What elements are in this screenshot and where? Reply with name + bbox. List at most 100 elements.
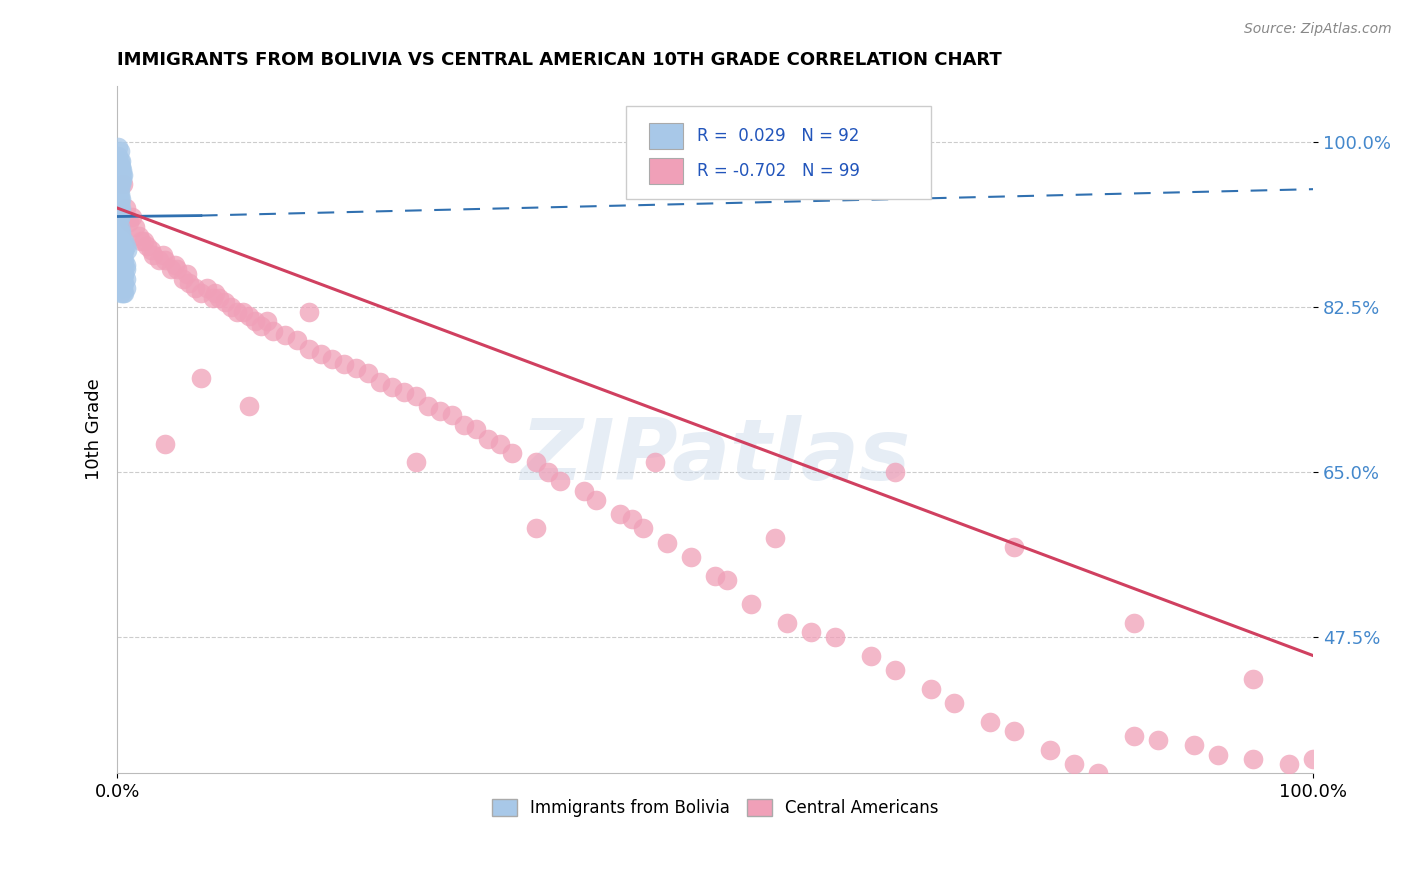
Point bbox=[285, 333, 308, 347]
Point bbox=[297, 304, 319, 318]
Point bbox=[118, 215, 141, 229]
Point bbox=[112, 277, 135, 291]
Point bbox=[107, 149, 129, 163]
Point bbox=[112, 277, 135, 291]
Text: R = -0.702   N = 99: R = -0.702 N = 99 bbox=[697, 161, 860, 180]
Point bbox=[112, 281, 135, 295]
Point bbox=[114, 238, 136, 252]
Point bbox=[524, 521, 547, 535]
Point bbox=[112, 178, 135, 192]
Point bbox=[232, 304, 254, 318]
Text: Source: ZipAtlas.com: Source: ZipAtlas.com bbox=[1244, 22, 1392, 37]
Point bbox=[763, 531, 786, 545]
Point bbox=[108, 153, 131, 168]
Point bbox=[112, 258, 135, 272]
Point bbox=[1002, 541, 1025, 555]
Point bbox=[108, 234, 131, 248]
Point bbox=[112, 258, 135, 272]
Point bbox=[112, 238, 135, 252]
Point bbox=[108, 225, 131, 239]
Point bbox=[111, 173, 134, 187]
Point bbox=[107, 234, 129, 248]
Point bbox=[110, 277, 132, 291]
Point bbox=[110, 163, 132, 178]
Point bbox=[166, 262, 188, 277]
Point bbox=[111, 234, 134, 248]
Point bbox=[441, 409, 464, 423]
Point bbox=[110, 252, 132, 267]
Point bbox=[112, 271, 135, 285]
Point bbox=[110, 262, 132, 277]
Point bbox=[121, 211, 143, 225]
Point bbox=[1087, 766, 1109, 780]
Point bbox=[132, 234, 155, 248]
Point bbox=[184, 281, 207, 295]
Point bbox=[112, 244, 135, 258]
Point bbox=[110, 229, 132, 244]
Point bbox=[112, 252, 135, 267]
Point bbox=[148, 252, 170, 267]
FancyBboxPatch shape bbox=[626, 106, 931, 199]
Point bbox=[112, 168, 135, 182]
Point bbox=[657, 535, 679, 549]
Point bbox=[112, 234, 135, 248]
Point bbox=[1243, 752, 1265, 766]
Point bbox=[111, 267, 134, 281]
Point bbox=[108, 192, 131, 206]
Point bbox=[114, 281, 136, 295]
Point bbox=[633, 521, 655, 535]
Point bbox=[1063, 757, 1085, 772]
Point bbox=[620, 512, 643, 526]
Point bbox=[262, 324, 284, 338]
Point bbox=[572, 483, 595, 498]
Point bbox=[112, 238, 135, 252]
Point bbox=[418, 399, 440, 413]
Point bbox=[716, 574, 738, 588]
Point bbox=[1039, 743, 1062, 757]
Point bbox=[108, 229, 131, 244]
Point bbox=[883, 465, 905, 479]
Point bbox=[644, 455, 666, 469]
Text: ZIPatlas: ZIPatlas bbox=[520, 416, 910, 499]
Point bbox=[344, 361, 367, 376]
Point bbox=[111, 168, 134, 182]
Point bbox=[107, 211, 129, 225]
Point bbox=[111, 281, 134, 295]
Point bbox=[190, 285, 212, 300]
Point bbox=[107, 219, 129, 234]
Point bbox=[112, 267, 135, 281]
Point bbox=[256, 314, 278, 328]
Point bbox=[107, 140, 129, 154]
Point bbox=[112, 248, 135, 262]
Point bbox=[110, 205, 132, 219]
Point bbox=[108, 145, 131, 159]
Point bbox=[108, 159, 131, 173]
Point bbox=[1243, 672, 1265, 686]
Point bbox=[405, 455, 427, 469]
Point bbox=[208, 291, 231, 305]
Y-axis label: 10th Grade: 10th Grade bbox=[86, 378, 103, 481]
Point bbox=[108, 168, 131, 182]
Point bbox=[110, 225, 132, 239]
Point bbox=[108, 163, 131, 178]
Point bbox=[108, 205, 131, 219]
Point bbox=[273, 328, 295, 343]
Point bbox=[107, 219, 129, 234]
Point bbox=[108, 201, 131, 215]
Point bbox=[477, 432, 499, 446]
Point bbox=[297, 343, 319, 357]
Point bbox=[107, 178, 129, 192]
Point bbox=[160, 262, 183, 277]
Point bbox=[111, 252, 134, 267]
Point bbox=[111, 163, 134, 178]
Point bbox=[453, 417, 475, 432]
Point bbox=[112, 285, 135, 300]
Point bbox=[107, 229, 129, 244]
Point bbox=[112, 244, 135, 258]
Point bbox=[824, 630, 846, 644]
Point bbox=[381, 380, 404, 394]
Legend: Immigrants from Bolivia, Central Americans: Immigrants from Bolivia, Central America… bbox=[485, 792, 945, 823]
Point bbox=[111, 248, 134, 262]
Point bbox=[883, 663, 905, 677]
Point bbox=[128, 229, 150, 244]
